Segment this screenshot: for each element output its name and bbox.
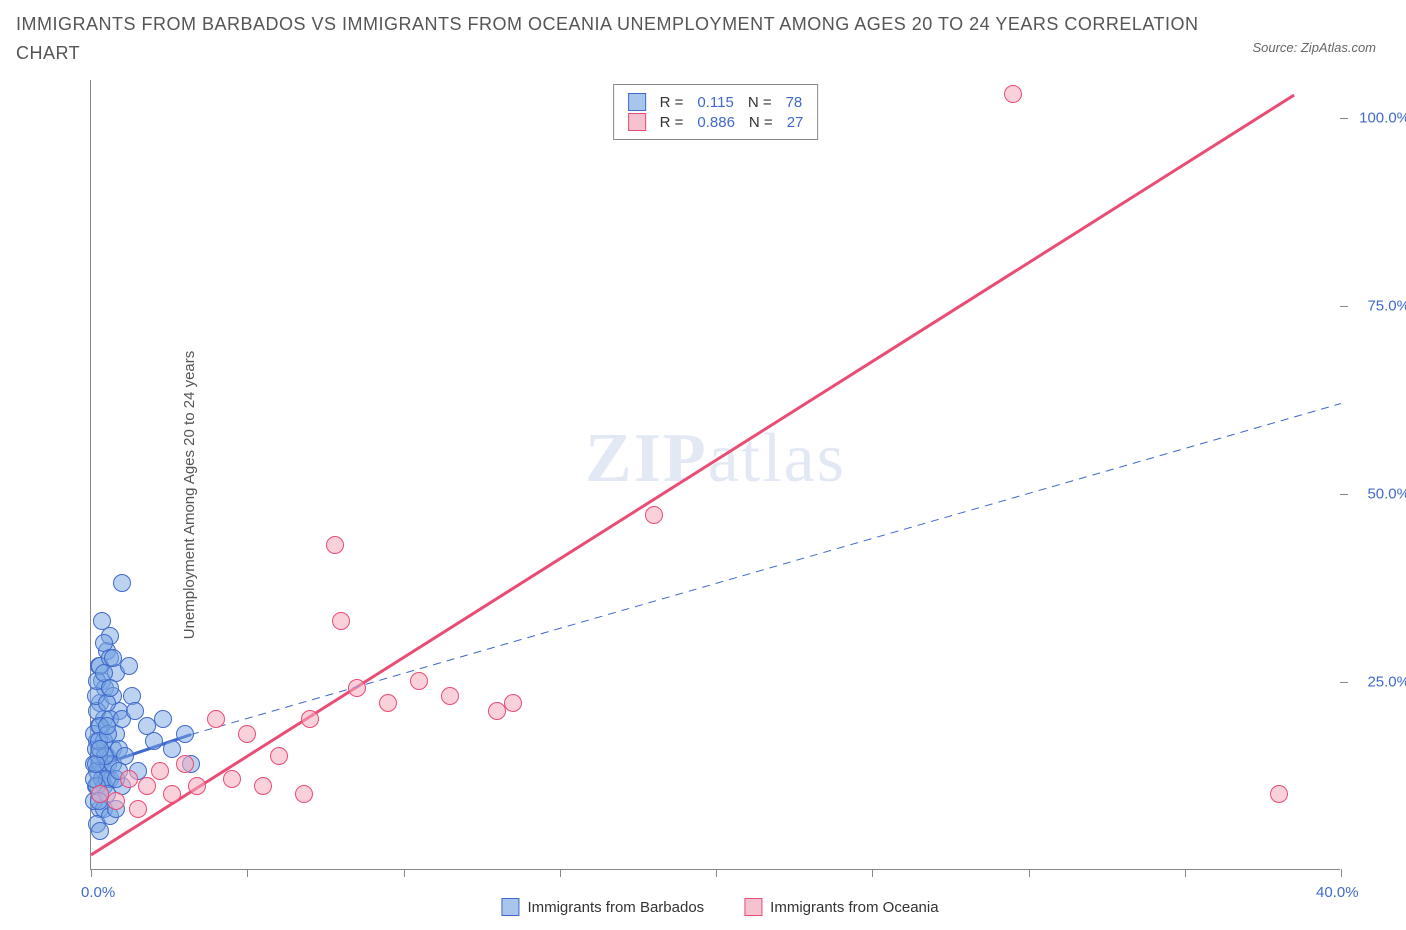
n-value: 78 — [786, 94, 803, 111]
x-tick — [247, 869, 248, 877]
data-point — [254, 777, 272, 795]
data-point — [91, 822, 109, 840]
data-point — [348, 679, 366, 697]
data-point — [504, 694, 522, 712]
y-tick-label: 100.0% — [1359, 109, 1406, 126]
y-tick-label: 75.0% — [1367, 297, 1406, 314]
data-point — [270, 747, 288, 765]
data-point — [223, 770, 241, 788]
correlation-legend: R = 0.115 N = 78 R = 0.886 N = 27 — [613, 84, 819, 140]
data-point — [163, 740, 181, 758]
x-tick — [1341, 869, 1342, 877]
x-tick — [872, 869, 873, 877]
data-point — [1270, 785, 1288, 803]
data-point — [98, 717, 116, 735]
data-point — [410, 672, 428, 690]
n-label: N = — [749, 114, 773, 131]
data-point — [129, 800, 147, 818]
data-point — [301, 710, 319, 728]
data-point — [188, 777, 206, 795]
data-point — [113, 574, 131, 592]
legend-row: R = 0.115 N = 78 — [628, 93, 804, 111]
watermark-text-b: atlas — [708, 420, 846, 497]
y-tick-label: 25.0% — [1367, 673, 1406, 690]
data-point — [145, 732, 163, 750]
x-tick — [1185, 869, 1186, 877]
legend-swatch — [744, 898, 762, 916]
watermark-text-a: ZIP — [585, 420, 708, 497]
y-tick — [1340, 118, 1348, 119]
chart-title: IMMIGRANTS FROM BARBADOS VS IMMIGRANTS F… — [16, 10, 1206, 68]
data-point — [238, 725, 256, 743]
n-label: N = — [748, 94, 772, 111]
data-point — [91, 740, 109, 758]
data-point — [120, 657, 138, 675]
data-point — [101, 679, 119, 697]
legend-swatch — [501, 898, 519, 916]
chart-area: Unemployment Among Ages 20 to 24 years Z… — [60, 80, 1380, 910]
x-tick-label: 40.0% — [1316, 884, 1359, 901]
data-point — [207, 710, 225, 728]
legend-label: Immigrants from Barbados — [527, 899, 704, 916]
y-tick — [1340, 494, 1348, 495]
x-tick — [91, 869, 92, 877]
data-point — [138, 777, 156, 795]
y-tick-label: 50.0% — [1367, 485, 1406, 502]
r-label: R = — [660, 94, 684, 111]
data-point — [176, 725, 194, 743]
scatter-plot: ZIPatlas R =0.115N =78R =0.886N =27 0.0%… — [90, 80, 1340, 870]
r-label: R = — [660, 114, 684, 131]
legend-item: Immigrants from Barbados — [501, 898, 704, 916]
legend-label: Immigrants from Oceania — [770, 899, 938, 916]
data-point — [163, 785, 181, 803]
series-legend: Immigrants from Barbados Immigrants from … — [501, 898, 938, 916]
x-tick — [716, 869, 717, 877]
data-point — [441, 687, 459, 705]
legend-row: R = 0.886 N = 27 — [628, 113, 804, 131]
data-point — [1004, 85, 1022, 103]
x-tick — [560, 869, 561, 877]
x-tick — [404, 869, 405, 877]
r-value: 0.115 — [697, 94, 733, 111]
y-tick — [1340, 682, 1348, 683]
x-tick-label: 0.0% — [81, 884, 115, 901]
y-tick — [1340, 306, 1348, 307]
data-point — [295, 785, 313, 803]
data-point — [93, 612, 111, 630]
data-point — [332, 612, 350, 630]
legend-swatch — [628, 113, 646, 131]
data-point — [326, 536, 344, 554]
legend-swatch — [628, 93, 646, 111]
data-point — [126, 702, 144, 720]
data-point — [379, 694, 397, 712]
r-value: 0.886 — [697, 114, 735, 131]
n-value: 27 — [787, 114, 804, 131]
data-point — [120, 770, 138, 788]
data-point — [176, 755, 194, 773]
legend-item: Immigrants from Oceania — [744, 898, 938, 916]
data-point — [154, 710, 172, 728]
data-point — [107, 792, 125, 810]
watermark: ZIPatlas — [585, 419, 846, 499]
x-tick — [1029, 869, 1030, 877]
source-attribution: Source: ZipAtlas.com — [1252, 40, 1376, 55]
data-point — [645, 506, 663, 524]
data-point — [151, 762, 169, 780]
